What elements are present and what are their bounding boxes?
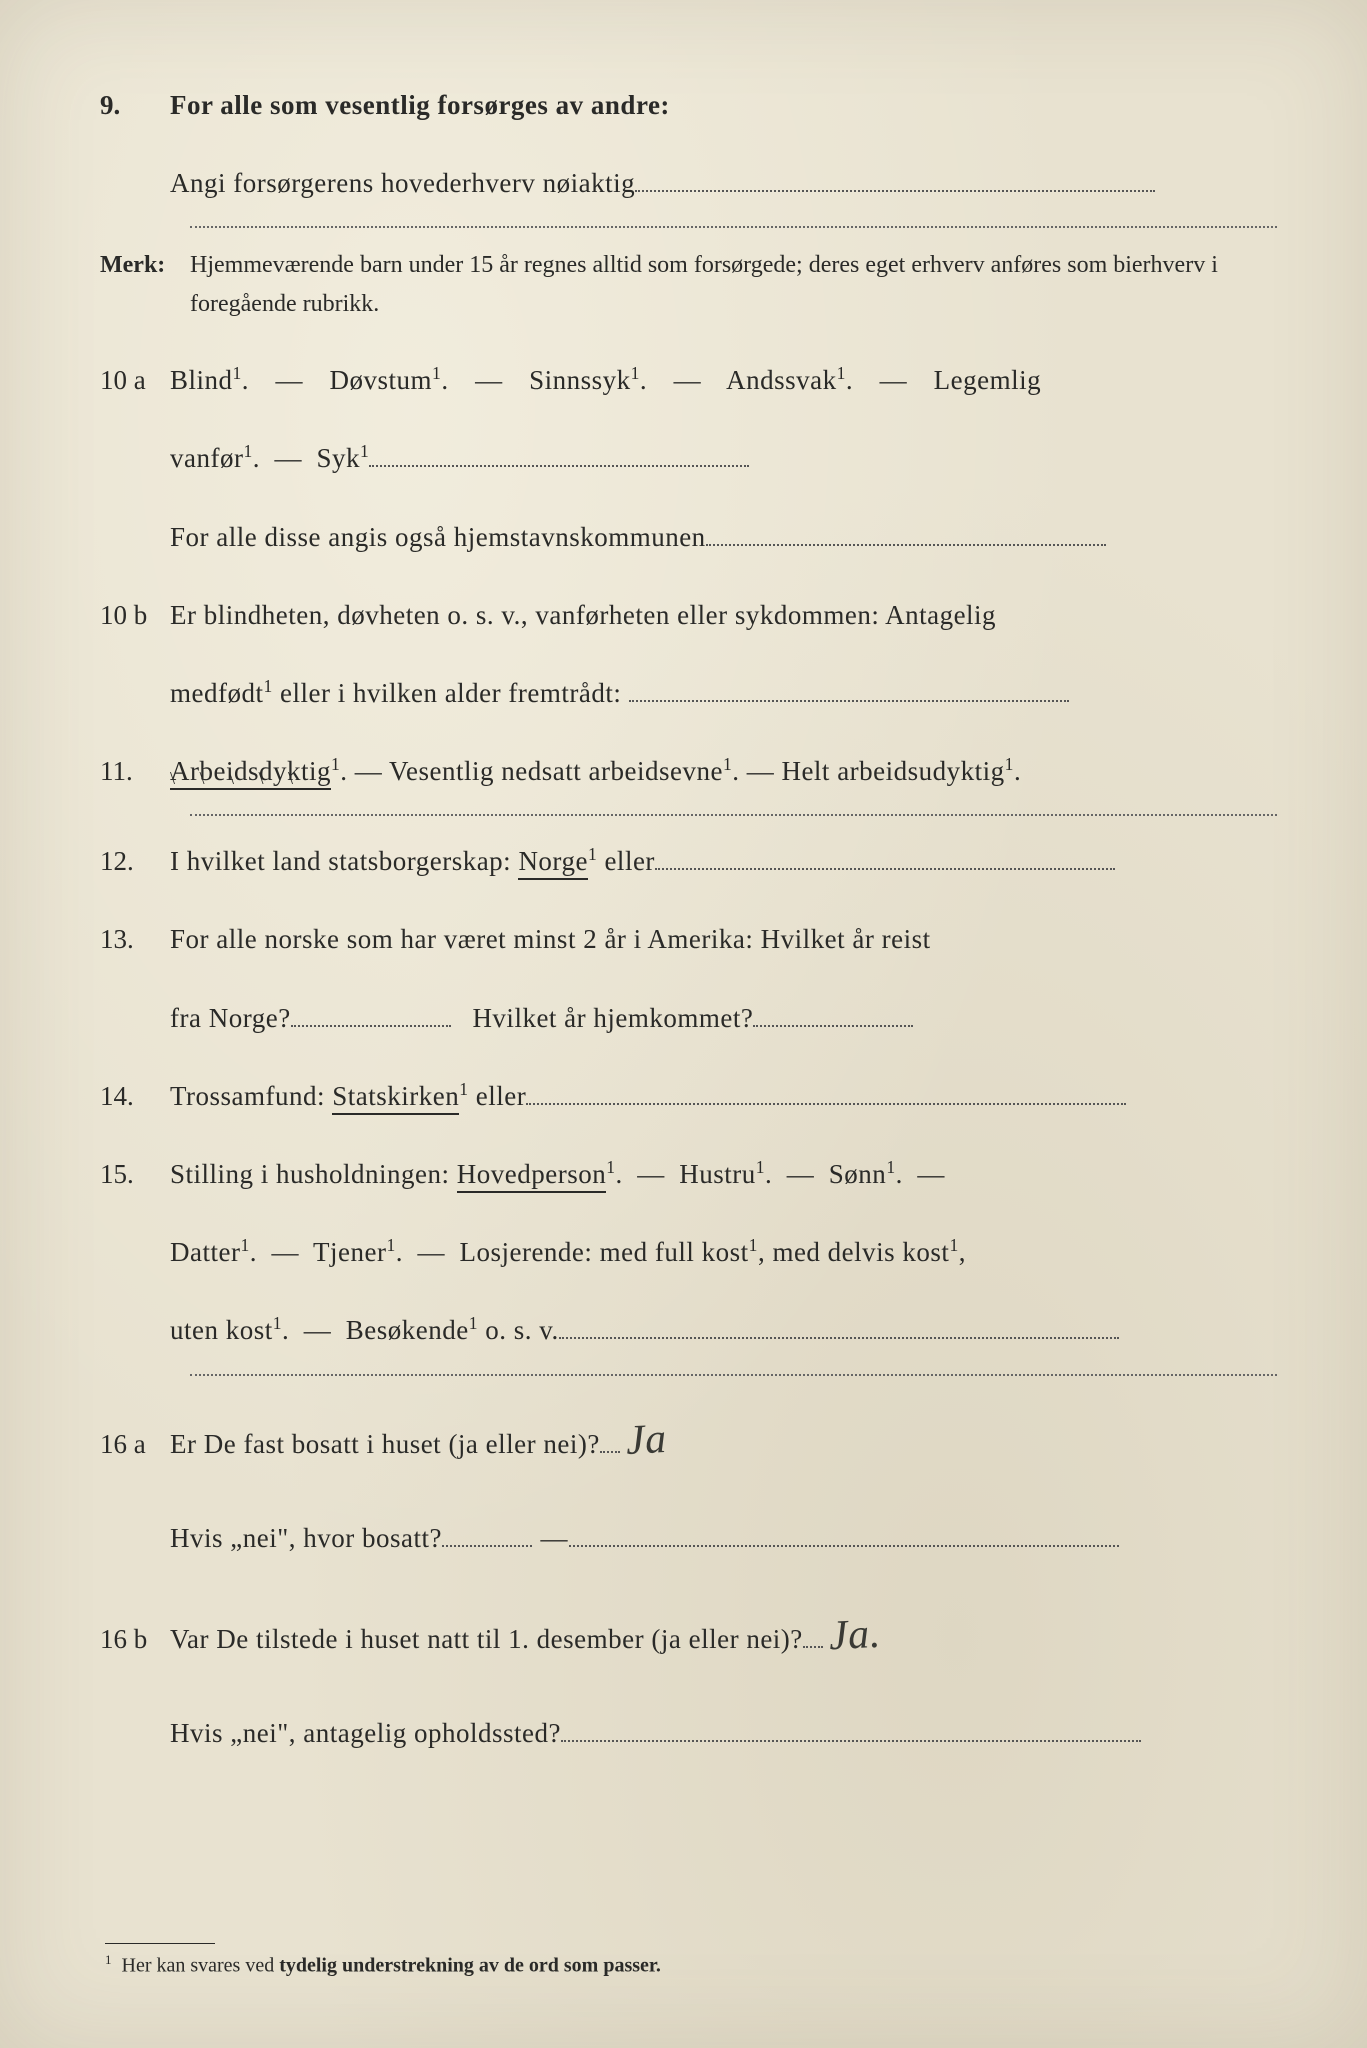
q15-line1: 15. Stilling i husholdningen: Hovedperso… <box>100 1139 1277 1209</box>
q14-number: 14. <box>100 1061 170 1131</box>
q10a-opt-blind: Blind <box>170 365 233 395</box>
q12-text: I hvilket land statsborgerskap: <box>170 846 518 876</box>
q16a-q2: Hvis „nei", hvor bosatt? <box>170 1523 442 1553</box>
q10a-opt-syk: Syk <box>316 443 360 473</box>
q16b-q2: Hvis „nei", antagelig opholdssted? <box>170 1718 561 1748</box>
q13-line1: 13. For alle norske som har været minst … <box>100 904 1277 974</box>
q10b-line2: medfødt1 eller i hvilken alder fremtrådt… <box>100 658 1277 728</box>
q13-number: 13. <box>100 904 170 974</box>
fill-line <box>569 1545 1119 1547</box>
merk-note: Merk: Hjemmeværende barn under 15 år reg… <box>100 246 1277 323</box>
footnote-marker: 1 <box>105 1952 112 1967</box>
q9-text2: Angi forsørgerens hovederhverv nøiaktig <box>170 168 635 198</box>
dotted-rule <box>190 814 1277 816</box>
q15-los-opt2: med delvis kost <box>772 1237 949 1267</box>
q15-tail: o. s. v. <box>478 1315 559 1345</box>
q12-line: 12. I hvilket land statsborgerskap: Norg… <box>100 826 1277 896</box>
q11-number: 11. <box>100 736 170 806</box>
q15-los-opt3: uten kost <box>170 1315 273 1345</box>
q15-opt-tjener: Tjener <box>313 1237 386 1267</box>
q16a-number: 16 a <box>100 1409 170 1479</box>
q15-los-opt1: med full kost <box>600 1237 749 1267</box>
census-form-page: 9. For alle som vesentlig forsørges av a… <box>0 0 1367 2048</box>
q15-opt-hustru: Hustru <box>679 1159 756 1189</box>
q10a-opt-vanfor: vanfør <box>170 443 243 473</box>
dotted-rule <box>190 226 1277 228</box>
merk-text: Hjemmeværende barn under 15 år regnes al… <box>190 246 1277 323</box>
footnote-text-a: Her kan svares ved <box>122 1955 280 1977</box>
q15-number: 15. <box>100 1139 170 1209</box>
fill-line <box>526 1103 1126 1105</box>
q12-opt1-selected: Norge <box>518 846 588 880</box>
q15-opt-sonn: Sønn <box>829 1159 887 1189</box>
footnote-text-b: tydelig understrekning av de ord som pas… <box>279 1955 661 1977</box>
q11-opt2: Vesentlig nedsatt arbeidsevne <box>389 756 723 786</box>
merk-label: Merk: <box>100 246 190 284</box>
q16a-q1: Er De fast bosatt i huset (ja eller nei)… <box>170 1429 600 1459</box>
q14-line: 14. Trossamfund: Statskirken1 eller <box>100 1061 1277 1131</box>
q15-los-lead: Losjerende: <box>459 1237 599 1267</box>
q16b-number: 16 b <box>100 1604 170 1674</box>
footnote: 1 Her kan svares ved tydelig understrekn… <box>105 1943 661 1978</box>
q10b-line1: 10 b Er blindheten, døvheten o. s. v., v… <box>100 580 1277 650</box>
q10a-opt-dovstum: Døvstum <box>330 365 433 395</box>
q16a-answer2: — <box>539 1503 569 1573</box>
q10b-text2b: eller i hvilken alder fremtrådt: <box>273 678 622 708</box>
q9-number: 9. <box>100 70 170 140</box>
q15-opt-datter: Datter <box>170 1237 240 1267</box>
q11-line: 11. Arbeidsdyktig1. — Vesentlig nedsatt … <box>100 736 1277 806</box>
fill-line <box>753 1025 913 1027</box>
q10a-text3: For alle disse angis også hjemstavnskomm… <box>170 522 706 552</box>
footnote-rule <box>105 1943 215 1944</box>
fill-line <box>559 1337 1119 1339</box>
q10a-line2: vanfør1. — Syk1 <box>100 423 1277 493</box>
q12-number: 12. <box>100 826 170 896</box>
q15-lead: Stilling i husholdningen: <box>170 1159 457 1189</box>
q16b-line1: 16 b Var De tilstede i huset natt til 1.… <box>100 1581 1277 1690</box>
q13-text1: For alle norske som har været minst 2 år… <box>170 904 1277 974</box>
q11-opt3: Helt arbeidsudyktig <box>781 756 1004 786</box>
q9-line2: Angi forsørgerens hovederhverv nøiaktig <box>100 148 1277 218</box>
q15-line3: uten kost1. — Besøkende1 o. s. v. <box>100 1295 1277 1365</box>
fill-line <box>291 1025 451 1027</box>
fill-line <box>706 544 1106 546</box>
q10b-number: 10 b <box>100 580 170 650</box>
q16a-answer1: Ja <box>623 1385 669 1496</box>
q10b-text2a: medfødt <box>170 678 263 708</box>
q16a-line2: Hvis „nei", hvor bosatt? — <box>100 1503 1277 1573</box>
q16b-q1: Var De tilstede i huset natt til 1. dese… <box>170 1624 803 1654</box>
q13-text2b: Hvilket år hjemkommet? <box>472 1003 753 1033</box>
q14-after: eller <box>469 1081 527 1111</box>
q15-line2: Datter1. — Tjener1. — Losjerende: med fu… <box>100 1217 1277 1287</box>
q12-after: eller <box>597 846 655 876</box>
fill-line <box>629 700 1069 702</box>
q16a-line1: 16 a Er De fast bosatt i huset (ja eller… <box>100 1386 1277 1495</box>
fill-line <box>369 465 749 467</box>
fill-line <box>655 868 1115 870</box>
q13-line2: fra Norge? Hvilket år hjemkommet? <box>100 983 1277 1053</box>
q10a-opt-sinnssyk: Sinnssyk <box>529 365 631 395</box>
q13-text2a: fra Norge? <box>170 1003 291 1033</box>
fill-line <box>561 1740 1141 1742</box>
q10a-line1: 10 a Blind1. — Døvstum1. — Sinnssyk1. — … <box>100 345 1277 415</box>
q10a-number: 10 a <box>100 345 170 415</box>
fill-line <box>635 190 1155 192</box>
q16b-answer1: Ja. <box>826 1580 883 1692</box>
q9-text1: For alle som vesentlig forsørges av andr… <box>170 70 1277 140</box>
dotted-rule <box>190 1374 1277 1376</box>
q11-opt1-selected: Arbeidsdyktig <box>170 756 331 790</box>
q14-opt1-selected: Statskirken <box>332 1081 459 1115</box>
q10b-text1: Er blindheten, døvheten o. s. v., vanfør… <box>170 580 1277 650</box>
q10a-opt-andssvak: Andssvak <box>726 365 837 395</box>
q14-text: Trossamfund: <box>170 1081 332 1111</box>
q16b-line2: Hvis „nei", antagelig opholdssted? <box>100 1698 1277 1768</box>
q9-line1: 9. For alle som vesentlig forsørges av a… <box>100 70 1277 140</box>
q15-opt-hovedperson-selected: Hovedperson <box>457 1159 606 1193</box>
q10a-line3: For alle disse angis også hjemstavnskomm… <box>100 502 1277 572</box>
q15-bes: Besøkende <box>346 1315 469 1345</box>
